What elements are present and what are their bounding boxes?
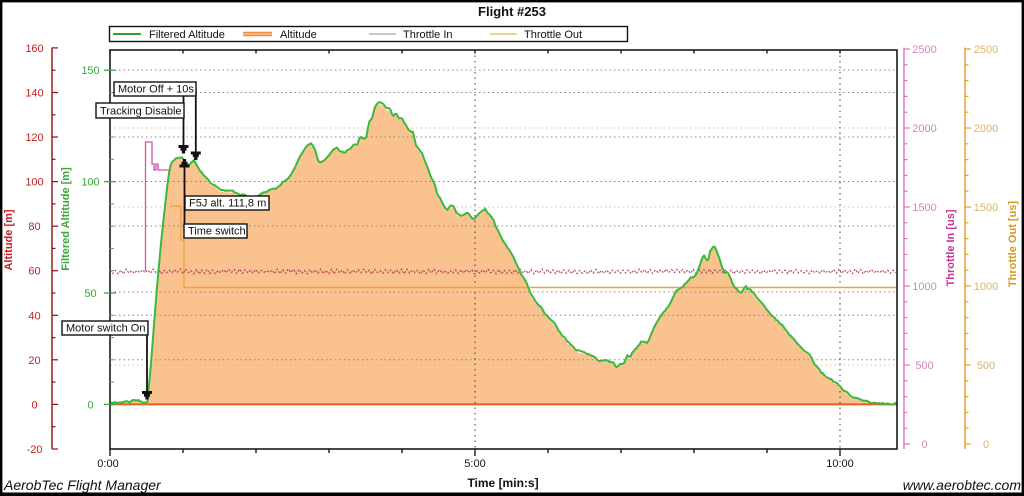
svg-text:Flight #253: Flight #253: [478, 4, 546, 19]
svg-text:50: 50: [84, 288, 96, 300]
svg-text:100: 100: [81, 177, 99, 189]
svg-text:0: 0: [921, 439, 927, 451]
svg-text:0:00: 0:00: [97, 458, 118, 470]
svg-text:Throttle Out [us]: Throttle Out [us]: [1007, 201, 1019, 287]
svg-text:60: 60: [28, 266, 40, 278]
svg-text:120: 120: [25, 132, 43, 144]
svg-text:0: 0: [983, 439, 989, 451]
svg-text:Altitude: Altitude: [280, 29, 317, 41]
svg-text:Throttle In [us]: Throttle In [us]: [945, 209, 957, 286]
svg-text:40: 40: [28, 310, 40, 322]
svg-text:0: 0: [31, 399, 37, 411]
svg-text:140: 140: [25, 88, 43, 100]
svg-text:AerobTec Flight Manager: AerobTec Flight Manager: [3, 477, 162, 493]
svg-text:1000: 1000: [912, 281, 936, 293]
svg-text:150: 150: [81, 65, 99, 77]
svg-text:2000: 2000: [912, 123, 936, 135]
svg-text:160: 160: [25, 43, 43, 55]
svg-text:www.aerobtec.com: www.aerobtec.com: [903, 477, 1022, 493]
svg-text:5:00: 5:00: [464, 458, 485, 470]
svg-text:Motor Off + 10s: Motor Off + 10s: [118, 84, 194, 96]
svg-text:1500: 1500: [974, 202, 998, 214]
svg-text:80: 80: [28, 221, 40, 233]
svg-text:Motor switch On: Motor switch On: [66, 323, 145, 335]
svg-text:1000: 1000: [974, 281, 998, 293]
svg-text:Filtered Altitude [m]: Filtered Altitude [m]: [60, 167, 72, 271]
svg-text:2500: 2500: [974, 44, 998, 56]
svg-text:Time [min:s]: Time [min:s]: [467, 476, 538, 490]
svg-text:Altitude [m]: Altitude [m]: [3, 209, 15, 270]
svg-text:20: 20: [28, 355, 40, 367]
svg-text:F5J alt. 111,8 m: F5J alt. 111,8 m: [189, 198, 266, 210]
svg-text:10:00: 10:00: [826, 458, 854, 470]
svg-text:Throttle In: Throttle In: [403, 29, 453, 41]
svg-text:500: 500: [977, 360, 995, 372]
svg-text:0: 0: [87, 399, 93, 411]
svg-text:Throttle Out: Throttle Out: [524, 29, 582, 41]
svg-text:2500: 2500: [912, 44, 936, 56]
svg-text:2000: 2000: [974, 123, 998, 135]
svg-text:Filtered Altitude: Filtered Altitude: [149, 29, 225, 41]
svg-text:500: 500: [915, 360, 933, 372]
svg-text:1500: 1500: [912, 202, 936, 214]
svg-text:-20: -20: [27, 444, 43, 456]
svg-text:Tracking Disable: Tracking Disable: [100, 106, 182, 118]
svg-text:100: 100: [25, 177, 43, 189]
svg-text:Time switch: Time switch: [188, 226, 246, 238]
